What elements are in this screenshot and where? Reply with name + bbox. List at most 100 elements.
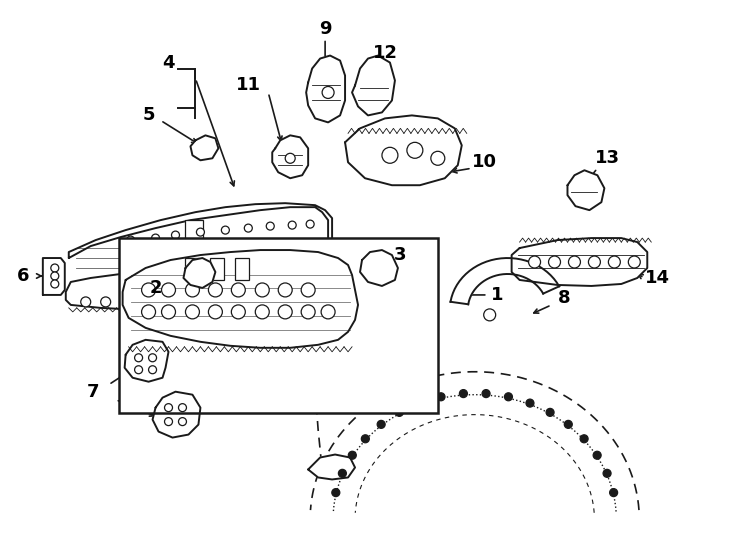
- Circle shape: [608, 256, 620, 268]
- Circle shape: [142, 305, 156, 319]
- Circle shape: [338, 469, 346, 477]
- Text: 9: 9: [319, 19, 331, 38]
- Circle shape: [197, 228, 205, 236]
- Circle shape: [628, 256, 640, 268]
- Polygon shape: [153, 392, 200, 437]
- Circle shape: [546, 408, 554, 416]
- FancyBboxPatch shape: [211, 258, 225, 280]
- Polygon shape: [567, 170, 604, 210]
- Circle shape: [51, 264, 59, 272]
- Circle shape: [349, 451, 356, 459]
- Polygon shape: [352, 56, 395, 116]
- Circle shape: [231, 283, 245, 297]
- Polygon shape: [306, 56, 345, 123]
- Circle shape: [382, 147, 398, 163]
- Circle shape: [610, 489, 617, 497]
- Text: 8: 8: [558, 289, 571, 307]
- Circle shape: [580, 435, 588, 443]
- Circle shape: [231, 305, 245, 319]
- Polygon shape: [308, 455, 355, 480]
- Circle shape: [148, 366, 156, 374]
- Circle shape: [264, 297, 273, 307]
- Circle shape: [396, 408, 404, 416]
- Circle shape: [568, 256, 581, 268]
- Circle shape: [164, 404, 172, 411]
- Circle shape: [161, 305, 175, 319]
- Polygon shape: [66, 203, 332, 310]
- Circle shape: [51, 280, 59, 288]
- Text: 5: 5: [142, 106, 155, 124]
- Circle shape: [407, 143, 423, 158]
- Circle shape: [266, 222, 275, 230]
- Circle shape: [332, 489, 340, 497]
- Polygon shape: [43, 258, 65, 295]
- Circle shape: [484, 309, 495, 321]
- FancyBboxPatch shape: [119, 238, 437, 413]
- Circle shape: [548, 256, 561, 268]
- Circle shape: [288, 221, 297, 229]
- Circle shape: [215, 297, 225, 307]
- Polygon shape: [360, 250, 398, 286]
- Text: 2: 2: [149, 279, 161, 297]
- Circle shape: [178, 417, 186, 426]
- Circle shape: [240, 297, 250, 307]
- Circle shape: [589, 256, 600, 268]
- Circle shape: [190, 297, 200, 307]
- Circle shape: [303, 297, 313, 307]
- Circle shape: [459, 389, 468, 397]
- Polygon shape: [345, 116, 462, 185]
- Circle shape: [186, 283, 200, 297]
- Circle shape: [564, 420, 573, 428]
- Circle shape: [283, 297, 293, 307]
- Circle shape: [161, 283, 175, 297]
- Text: 12: 12: [372, 44, 397, 62]
- Polygon shape: [451, 258, 559, 304]
- Circle shape: [321, 305, 335, 319]
- Circle shape: [166, 297, 175, 307]
- Circle shape: [255, 305, 269, 319]
- FancyBboxPatch shape: [186, 258, 200, 280]
- Circle shape: [504, 393, 512, 401]
- Circle shape: [148, 354, 156, 362]
- Polygon shape: [272, 136, 308, 178]
- Circle shape: [244, 224, 252, 232]
- Circle shape: [286, 153, 295, 163]
- Circle shape: [120, 297, 131, 307]
- Text: 4: 4: [162, 53, 175, 71]
- Text: 3: 3: [393, 246, 406, 264]
- Circle shape: [603, 469, 611, 477]
- Circle shape: [127, 236, 134, 244]
- Circle shape: [301, 283, 315, 297]
- Circle shape: [222, 226, 229, 234]
- Circle shape: [178, 404, 186, 411]
- Circle shape: [377, 420, 385, 428]
- Circle shape: [526, 399, 534, 407]
- Circle shape: [528, 256, 540, 268]
- Circle shape: [306, 220, 314, 228]
- Text: 14: 14: [644, 269, 669, 287]
- Text: 1: 1: [492, 286, 504, 304]
- Circle shape: [164, 417, 172, 426]
- Circle shape: [151, 234, 159, 242]
- Polygon shape: [190, 136, 219, 160]
- Circle shape: [186, 305, 200, 319]
- Text: 6: 6: [17, 267, 29, 285]
- Polygon shape: [125, 340, 169, 382]
- Circle shape: [361, 435, 369, 443]
- Circle shape: [322, 86, 334, 98]
- Circle shape: [593, 451, 601, 459]
- Circle shape: [144, 297, 153, 307]
- Circle shape: [255, 283, 269, 297]
- Text: 11: 11: [236, 77, 261, 94]
- Circle shape: [431, 151, 445, 165]
- Text: 10: 10: [472, 153, 497, 171]
- Circle shape: [208, 305, 222, 319]
- Circle shape: [437, 393, 445, 401]
- Polygon shape: [184, 258, 215, 288]
- Polygon shape: [512, 238, 647, 286]
- Circle shape: [134, 354, 142, 362]
- Circle shape: [172, 231, 180, 239]
- Circle shape: [278, 305, 292, 319]
- Text: 13: 13: [595, 149, 620, 167]
- FancyBboxPatch shape: [236, 258, 250, 280]
